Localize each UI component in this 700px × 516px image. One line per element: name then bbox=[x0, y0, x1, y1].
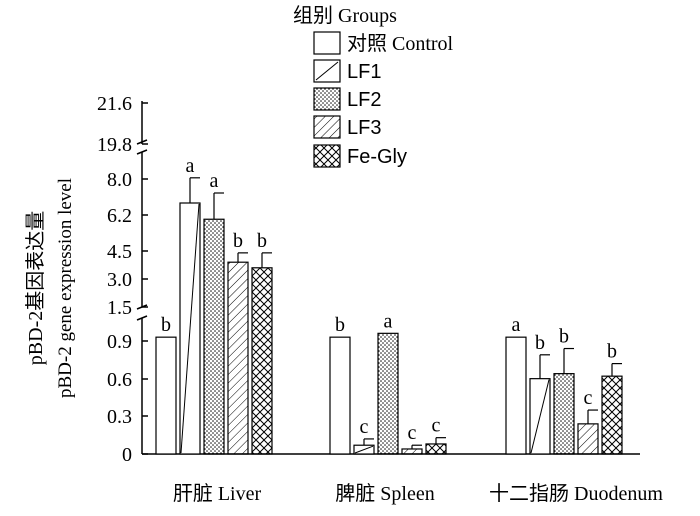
significance-letter: b bbox=[535, 332, 545, 354]
significance-letter: c bbox=[584, 387, 593, 409]
bar bbox=[330, 337, 350, 454]
y-axis-title-en: pBD-2 gene expression level bbox=[55, 178, 76, 398]
y-tick-label: 4.5 bbox=[107, 241, 132, 263]
legend-swatch-lf3 bbox=[314, 116, 340, 138]
bar bbox=[204, 219, 224, 454]
legend-swatch-fegly bbox=[314, 145, 340, 167]
significance-letter: c bbox=[360, 416, 369, 438]
legend-label-fegly: Fe-Gly bbox=[347, 146, 407, 168]
significance-letter: b bbox=[233, 230, 243, 252]
y-tick-label: 1.5 bbox=[107, 297, 132, 319]
y-tick-label: 8.0 bbox=[107, 169, 132, 191]
y-tick-label: 21.6 bbox=[97, 93, 132, 115]
y-tick-label: 0.3 bbox=[107, 406, 132, 428]
category-label-liver: 肝脏 Liver bbox=[173, 482, 262, 505]
legend: 组别 Groups 对照 Control LF1 LF2 LF3 Fe-Gly bbox=[293, 4, 454, 168]
y-tick-label: 19.8 bbox=[97, 134, 132, 156]
y-tick-label: 0.9 bbox=[107, 331, 132, 353]
legend-swatch-control bbox=[314, 32, 340, 54]
category-label-spleen: 脾脏 Spleen bbox=[335, 482, 434, 505]
bar bbox=[602, 376, 622, 454]
bar bbox=[554, 374, 574, 454]
significance-letter: c bbox=[408, 422, 417, 444]
y-axis-title-cn: pBD-2基因表达量 bbox=[24, 211, 47, 365]
y-tick-label: 0.6 bbox=[107, 369, 132, 391]
bar bbox=[378, 333, 398, 454]
legend-label-lf3: LF3 bbox=[347, 117, 381, 139]
category-label-duodenum: 十二指肠 Duodenum bbox=[489, 482, 663, 505]
y-tick-label: 3.0 bbox=[107, 269, 132, 291]
bar bbox=[506, 337, 526, 454]
significance-letter: b bbox=[607, 341, 617, 363]
significance-letter: b bbox=[257, 230, 267, 252]
legend-label-control: 对照 Control bbox=[347, 32, 454, 55]
bar bbox=[426, 444, 446, 454]
significance-letter: b bbox=[559, 326, 569, 348]
legend-swatch-lf2 bbox=[314, 88, 340, 110]
significance-letter: b bbox=[335, 314, 345, 336]
significance-letter: c bbox=[432, 415, 441, 437]
legend-label-lf1: LF1 bbox=[347, 61, 381, 83]
legend-title: 组别 Groups bbox=[293, 4, 397, 27]
bar bbox=[578, 424, 598, 454]
significance-letter: a bbox=[384, 310, 393, 332]
significance-letter: a bbox=[210, 170, 219, 192]
significance-letter: a bbox=[512, 314, 521, 336]
bar bbox=[156, 337, 176, 454]
y-ticks: 0 0.3 0.6 0.9 1.5 3.0 4.5 6.2 8.0 19.8 21.6 bbox=[97, 93, 148, 466]
bar bbox=[228, 262, 248, 454]
significance-letter: a bbox=[186, 155, 195, 177]
bar bbox=[402, 449, 422, 454]
y-tick-label: 6.2 bbox=[107, 205, 132, 227]
significance-letter: b bbox=[161, 314, 171, 336]
bar bbox=[252, 268, 272, 454]
y-tick-label: 0 bbox=[122, 444, 132, 466]
legend-label-lf2: LF2 bbox=[347, 89, 381, 111]
